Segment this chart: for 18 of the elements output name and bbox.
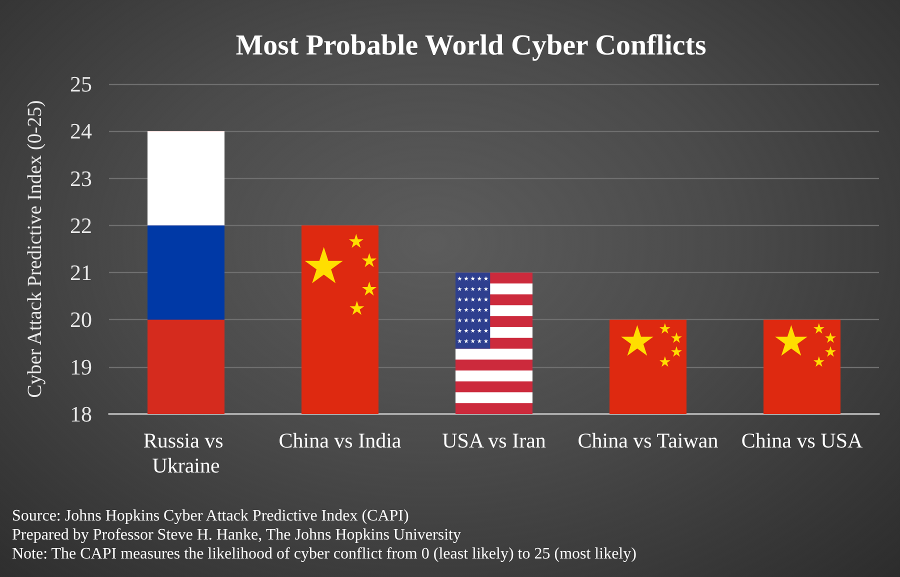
y-tick-label: 24 [70,118,92,144]
text: Note: The CAPI measures the likelihood of cyber conflict from 0 (least likely) to 25 (most likely) [12,546,636,562]
y-tick-label: 19 [70,354,92,380]
chart-title: Most Probable World Cyber Conflicts [236,30,706,62]
source-note: Source: Johns Hopkins Cyber Attack Predictive Index (CAPI) [12,508,409,524]
text: Prepared by Professor Steve H. Hanke, The Johns Hopkins University [12,526,461,544]
y-tick-label: 18 [70,402,92,426]
x-tick-label: China vs India [278,428,402,452]
x-tick-label: China vs USA [741,428,864,452]
x-tick-label: USA vs Iran [442,428,546,452]
y-tick-label: 21 [70,260,92,286]
x-tick-label: Russia vs Ukraine [143,428,229,478]
y-tick-label: 22 [70,212,92,238]
x-tick-label: China vs Taiwan [578,428,719,452]
y-tick-label: 20 [70,307,92,332]
y-axis-title: Cyber Attack Predictive Index (0-25) [24,100,46,398]
y-tick-label: 25 [70,72,92,96]
y-tick-label: 23 [70,166,92,191]
